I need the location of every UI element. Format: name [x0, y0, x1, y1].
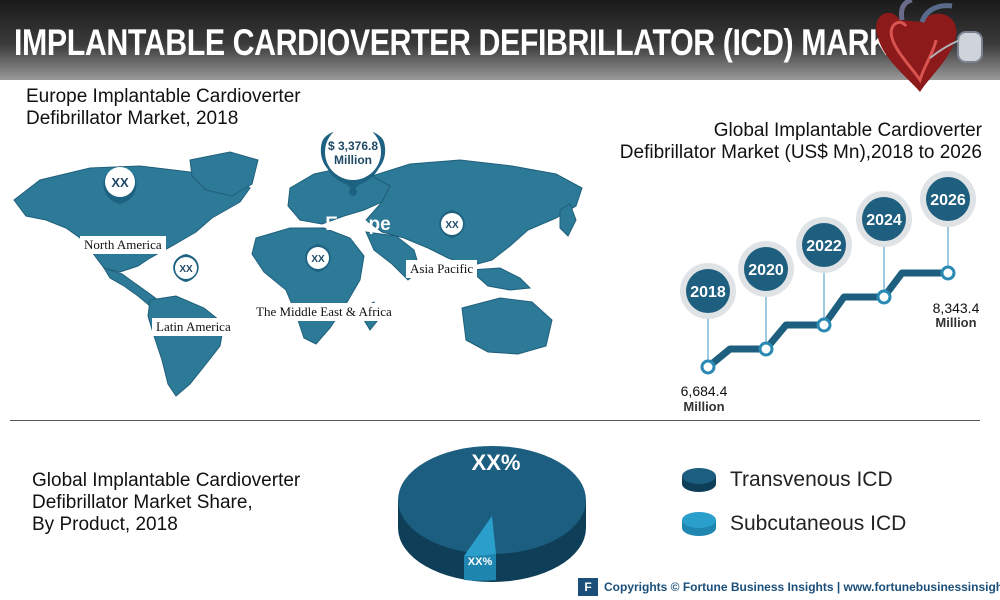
legend-label-subcutaneous: Subcutaneous ICD — [730, 512, 907, 535]
world-map: XX XX XX XX Europe — [13, 140, 583, 397]
start-unit: Million — [683, 399, 724, 414]
year-2018: 2018 — [690, 284, 726, 301]
north-america-pin: XX — [103, 166, 137, 220]
north-america-label: North America — [80, 236, 166, 254]
start-value: 6,684.4 — [681, 383, 728, 399]
global-title-line2: Defibrillator Market (US$ Mn),2018 to 20… — [619, 142, 982, 163]
australia-shape — [461, 297, 553, 355]
market-share-title: Global Implantable Cardioverter Defibril… — [32, 470, 300, 536]
header-bar: IMPLANTABLE CARDIOVERTER DEFIBRILLATOR (… — [0, 0, 1000, 92]
europe-title-line2: Defibrillator Market, 2018 — [26, 108, 239, 129]
minor-share-label: XX% — [468, 556, 493, 568]
middle-east-africa-label: The Middle East & Africa — [252, 303, 396, 321]
north-america-shape — [13, 165, 251, 273]
node-2024 — [876, 289, 892, 305]
legend-item-subcutaneous: Subcutaneous ICD — [680, 510, 906, 538]
year-2022: 2022 — [806, 238, 842, 255]
year-2020: 2020 — [748, 262, 784, 279]
node-2026 — [940, 265, 956, 281]
asia-pacific-pin: XX — [439, 210, 465, 254]
africa-shape — [251, 227, 365, 345]
node-2020 — [758, 341, 774, 357]
latin-america-label: Latin America — [152, 318, 235, 336]
europe-value-line1: $ 3,376.8 — [328, 139, 378, 153]
south-america-shape — [147, 295, 225, 397]
node-2018 — [700, 359, 716, 375]
europe-value-pin: $ 3,376.8 Million — [320, 124, 386, 196]
latin-america-pin: XX — [173, 254, 199, 296]
legend-item-transvenous: Transvenous ICD — [680, 466, 893, 494]
share-title-line3: By Product, 2018 — [32, 514, 178, 535]
japan-shape — [559, 203, 577, 237]
latin-america-value: XX — [179, 264, 193, 275]
product-share-pie: XX% XX% — [398, 446, 586, 582]
subcutaneous-slice — [464, 516, 496, 557]
section-divider — [10, 420, 980, 421]
share-title-line2: Defibrillator Market Share, — [32, 492, 253, 513]
europe-value-line2: Million — [334, 153, 372, 167]
asia-shape — [365, 159, 583, 267]
legend-label-transvenous: Transvenous ICD — [730, 468, 893, 491]
year-2026: 2026 — [930, 192, 966, 209]
node-2022 — [816, 317, 832, 333]
major-share-label: XX% — [472, 450, 521, 475]
europe-title-line1: Europe Implantable Cardioverter — [26, 86, 301, 107]
global-title-line1: Global Implantable Cardioverter — [713, 120, 982, 141]
global-market-title: Global Implantable Cardioverter Defibril… — [580, 120, 982, 164]
year-2024: 2024 — [866, 212, 902, 229]
page-title: IMPLANTABLE CARDIOVERTER DEFIBRILLATOR (… — [14, 22, 929, 63]
middle-east-africa-pin: XX — [305, 244, 331, 286]
share-title-line1: Global Implantable Cardioverter — [32, 470, 301, 491]
europe-market-title: Europe Implantable Cardioverter Defibril… — [26, 86, 301, 130]
heart-icon — [876, 0, 983, 92]
growth-timeline: 2018 2020 2022 2024 2026 6,684.4 Million… — [680, 171, 980, 414]
north-america-value: XX — [111, 175, 129, 190]
asia-pacific-label: Asia Pacific — [406, 260, 478, 278]
greenland-shape — [189, 151, 259, 197]
legend-swatch-transvenous — [682, 468, 716, 492]
legend-swatch-subcutaneous — [682, 512, 716, 536]
footer-text: Copyrights © Fortune Business Insights |… — [604, 580, 1000, 594]
southeast-asia-shape — [468, 267, 532, 291]
end-unit: Million — [935, 315, 976, 330]
europe-label: Europe — [325, 214, 390, 235]
middle-east-africa-value: XX — [311, 254, 325, 265]
asia-pacific-value: XX — [445, 220, 459, 231]
fortune-logo-icon: F — [578, 578, 598, 596]
end-value: 8,343.4 — [933, 300, 980, 316]
footer-copyright: F Copyrights © Fortune Business Insights… — [578, 578, 1000, 596]
